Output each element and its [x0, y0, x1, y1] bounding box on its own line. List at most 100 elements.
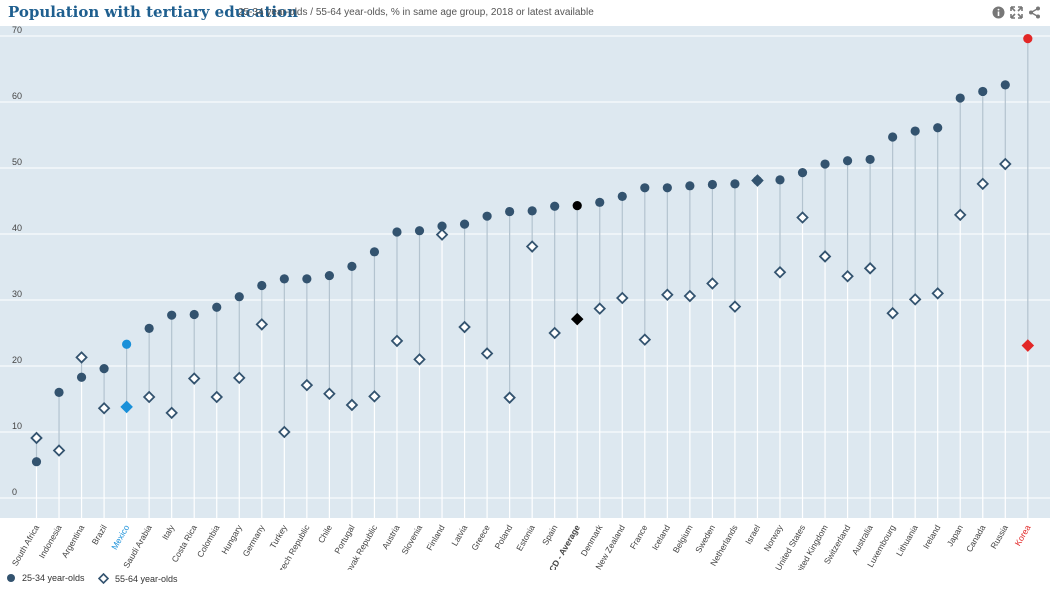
- marker-25-34: [662, 183, 672, 193]
- x-tick-label: Chile: [316, 523, 334, 545]
- marker-55-64: [638, 333, 652, 346]
- marker-25-34: [279, 274, 289, 284]
- x-tick-label: Russia: [988, 523, 1010, 551]
- marker-25-34: [910, 126, 920, 136]
- circle-marker-icon: [7, 574, 15, 582]
- marker-55-64: [165, 406, 178, 420]
- share-icon[interactable]: [1028, 6, 1041, 19]
- marker-55-64: [773, 266, 787, 279]
- marker-25-34: [369, 247, 380, 257]
- x-tick-label: Italy: [160, 522, 177, 541]
- x-tick-label: Belgium: [671, 523, 695, 555]
- marker-55-64: [120, 400, 133, 414]
- x-tick-label: Ireland: [921, 523, 943, 551]
- x-tick-label: Sweden: [693, 523, 717, 555]
- marker-55-64: [886, 306, 899, 320]
- marker-25-34: [482, 211, 492, 221]
- chart-subtitle: 25-34 year-olds / 55-64 year-olds, % in …: [238, 7, 594, 18]
- marker-25-34: [324, 270, 334, 281]
- x-tick-label: Slovenia: [399, 523, 424, 556]
- marker-55-64: [706, 277, 719, 290]
- marker-25-34: [820, 159, 830, 169]
- plot-background: [0, 26, 1050, 518]
- marker-55-64: [818, 250, 832, 263]
- y-tick-label: 50: [12, 157, 22, 167]
- marker-55-64: [548, 326, 561, 340]
- info-icon[interactable]: [992, 6, 1005, 19]
- x-tick-label: Latvia: [449, 523, 469, 548]
- marker-55-64: [841, 269, 854, 283]
- chart-header: Population with tertiary education 25-34…: [0, 0, 1050, 26]
- marker-55-64: [232, 371, 246, 385]
- x-tick-label: Israel: [743, 523, 762, 546]
- marker-25-34: [122, 339, 132, 349]
- marker-55-64: [323, 387, 336, 400]
- marker-55-64: [75, 351, 88, 364]
- marker-25-34: [347, 261, 357, 271]
- marker-25-34: [144, 323, 154, 333]
- legend-label-55-64: 55-64 year-olds: [115, 573, 178, 584]
- marker-55-64: [368, 390, 381, 403]
- x-tick-label: Colombia: [195, 523, 222, 559]
- legend-item-25-34[interactable]: 25-34 year-olds: [6, 573, 85, 583]
- marker-25-34: [505, 206, 515, 217]
- marker-25-34: [685, 181, 695, 191]
- marker-25-34: [76, 372, 87, 382]
- marker-55-64: [458, 320, 471, 334]
- expand-icon[interactable]: [1010, 6, 1023, 19]
- marker-25-34: [1023, 34, 1033, 44]
- marker-25-34: [54, 387, 64, 397]
- marker-55-64: [435, 228, 449, 241]
- marker-25-34: [933, 123, 943, 133]
- marker-25-34: [978, 86, 988, 97]
- marker-25-34: [459, 219, 470, 229]
- legend-item-55-64[interactable]: 55-64 year-olds: [98, 573, 178, 584]
- marker-55-64: [142, 390, 156, 404]
- marker-55-64: [863, 262, 877, 275]
- marker-55-64: [908, 293, 922, 306]
- marker-55-64: [796, 211, 809, 224]
- x-tick-label: Lithuania: [894, 523, 920, 558]
- x-tick-label: Canada: [964, 523, 988, 554]
- x-tick-label: Portugal: [332, 523, 357, 556]
- marker-55-64: [999, 157, 1012, 171]
- x-tick-label: Turkey: [268, 522, 290, 550]
- y-tick-label: 60: [12, 91, 22, 101]
- marker-55-64: [931, 287, 944, 300]
- marker-25-34: [302, 274, 312, 284]
- x-tick-label: Estonia: [514, 523, 537, 553]
- marker-25-34: [550, 201, 560, 211]
- chart-title: Population with tertiary education: [8, 3, 299, 21]
- x-tick-label: Hungary: [219, 522, 244, 555]
- marker-25-34: [437, 221, 447, 231]
- marker-25-34: [414, 226, 425, 236]
- marker-25-34: [707, 179, 718, 190]
- marker-25-34: [842, 156, 853, 166]
- marker-55-64: [525, 240, 539, 253]
- marker-55-64: [210, 390, 224, 404]
- marker-25-34: [189, 309, 199, 320]
- marker-25-34: [257, 280, 267, 291]
- marker-25-34: [212, 302, 222, 312]
- marker-25-34: [527, 206, 537, 216]
- marker-55-64: [52, 444, 66, 457]
- marker-55-64: [480, 347, 494, 360]
- x-tick-label: Iceland: [650, 523, 673, 552]
- marker-55-64: [345, 398, 359, 412]
- marker-25-34: [752, 175, 763, 186]
- y-tick-label: 20: [12, 355, 22, 365]
- marker-25-34: [595, 197, 605, 207]
- marker-25-34: [617, 191, 627, 201]
- marker-55-64: [570, 312, 584, 326]
- y-tick-label: 0: [12, 487, 17, 497]
- x-tick-label: Germany: [240, 522, 267, 558]
- marker-55-64: [503, 391, 516, 404]
- marker-25-34: [955, 93, 965, 103]
- marker-25-34: [797, 168, 808, 178]
- legend-label-25-34: 25-34 year-olds: [22, 573, 85, 583]
- marker-55-64: [390, 334, 404, 348]
- x-tick-label: South Africa: [10, 523, 42, 568]
- y-tick-label: 30: [12, 289, 22, 299]
- marker-55-64: [728, 300, 742, 313]
- y-tick-label: 40: [12, 223, 22, 233]
